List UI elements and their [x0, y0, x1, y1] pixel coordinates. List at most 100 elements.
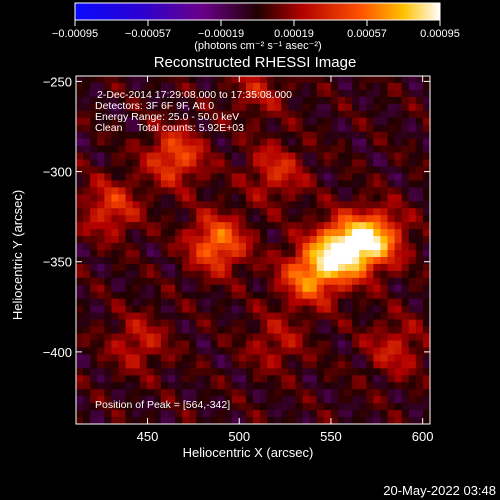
heatmap-cell — [302, 187, 311, 195]
heatmap-cell — [97, 396, 105, 404]
heatmap-cell — [345, 263, 353, 272]
heatmap-cell — [422, 354, 431, 362]
heatmap-cell — [104, 389, 112, 397]
heatmap-cell — [196, 354, 205, 362]
heatmap-cell — [373, 298, 382, 307]
heatmap-cell — [125, 277, 134, 286]
heatmap-cell — [387, 368, 396, 376]
heatmap-cell — [267, 236, 275, 244]
heatmap-cell — [97, 305, 105, 314]
heatmap-cell — [394, 375, 403, 383]
heatmap-cell — [210, 354, 219, 362]
heatmap-cell — [323, 354, 332, 362]
heatmap-cell — [90, 382, 98, 390]
heatmap-cell — [168, 312, 176, 321]
heatmap-cell — [380, 194, 389, 202]
heatmap-cell — [267, 368, 275, 376]
heatmap-cell — [380, 222, 389, 230]
heatmap-cell — [217, 82, 226, 91]
heatmap-cell — [111, 131, 120, 140]
heatmap-cell — [160, 215, 169, 223]
heatmap-cell — [132, 145, 141, 154]
heatmap-cell — [330, 319, 339, 328]
heatmap-cell — [267, 215, 275, 223]
heatmap-cell — [281, 326, 289, 335]
heatmap-cell — [153, 333, 162, 342]
heatmap-cell — [245, 243, 254, 251]
heatmap-cell — [90, 319, 98, 328]
heatmap-cell — [352, 403, 360, 411]
heatmap-cell — [210, 319, 219, 328]
heatmap-cell — [323, 152, 332, 161]
heatmap-cell — [302, 396, 311, 404]
heatmap-cell — [345, 277, 353, 286]
heatmap-cell — [295, 389, 304, 397]
heatmap-cell — [316, 410, 325, 418]
heatmap-cell — [189, 354, 197, 362]
heatmap-cell — [125, 145, 134, 154]
heatmap-cell — [224, 263, 233, 272]
heatmap-cell — [394, 236, 403, 244]
heatmap-cell — [97, 319, 105, 328]
heatmap-cell — [175, 229, 183, 237]
heatmap-cell — [380, 96, 389, 105]
heatmap-cell — [309, 284, 318, 293]
heatmap-cell — [337, 152, 346, 161]
heatmap-cell — [274, 277, 282, 286]
heatmap-cell — [316, 270, 325, 279]
heatmap-cell — [288, 312, 297, 321]
heatmap-cell — [415, 222, 424, 230]
heatmap-cell — [118, 159, 127, 168]
heatmap-cell — [203, 131, 212, 140]
heatmap-cell — [132, 389, 141, 397]
heatmap-cell — [330, 368, 339, 376]
heatmap-cell — [146, 298, 155, 307]
heatmap-cell — [288, 347, 297, 355]
heatmap-cell — [118, 382, 127, 390]
heatmap-cell — [231, 229, 240, 237]
heatmap-cell — [408, 347, 417, 355]
heatmap-cell — [345, 96, 353, 105]
heatmap-cell — [366, 396, 374, 404]
heatmap-cell — [309, 361, 318, 369]
heatmap-cell — [210, 305, 219, 314]
heatmap-cell — [76, 270, 84, 279]
heatmap-cell — [76, 326, 84, 335]
heatmap-cell — [160, 319, 169, 328]
heatmap-cell — [139, 319, 148, 328]
heatmap-cell — [90, 305, 98, 314]
heatmap-cell — [224, 96, 233, 105]
heatmap-cell — [238, 298, 247, 307]
heatmap-cell — [352, 89, 360, 98]
heatmap-cell — [139, 201, 148, 209]
heatmap-cell — [373, 89, 382, 98]
heatmap-cell — [118, 215, 127, 223]
heatmap-cell — [302, 215, 311, 223]
heatmap-cell — [210, 82, 219, 91]
heatmap-cell — [345, 166, 353, 175]
heatmap-cell — [359, 368, 367, 376]
heatmap-cell — [160, 166, 169, 175]
heatmap-cell — [260, 208, 268, 216]
heatmap-cell — [359, 326, 367, 335]
heatmap-cell — [281, 319, 289, 328]
heatmap-cell — [274, 375, 282, 383]
heatmap-cell — [366, 347, 374, 355]
heatmap-cell — [422, 410, 431, 418]
heatmap-cell — [146, 340, 155, 349]
heatmap-cell — [401, 368, 410, 376]
heatmap-cell — [330, 229, 339, 237]
heatmap-cell — [168, 256, 176, 265]
heatmap-cell — [125, 96, 134, 105]
heatmap-cell — [260, 82, 268, 91]
heatmap-cell — [274, 215, 282, 223]
heatmap-cell — [217, 236, 226, 244]
heatmap-cell — [111, 277, 120, 286]
heatmap-cell — [352, 368, 360, 376]
heatmap-cell — [118, 194, 127, 202]
heatmap-cell — [231, 375, 240, 383]
heatmap-cell — [288, 270, 297, 279]
heatmap-cell — [316, 263, 325, 272]
heatmap-cell — [366, 291, 374, 300]
heatmap-cell — [323, 180, 332, 188]
